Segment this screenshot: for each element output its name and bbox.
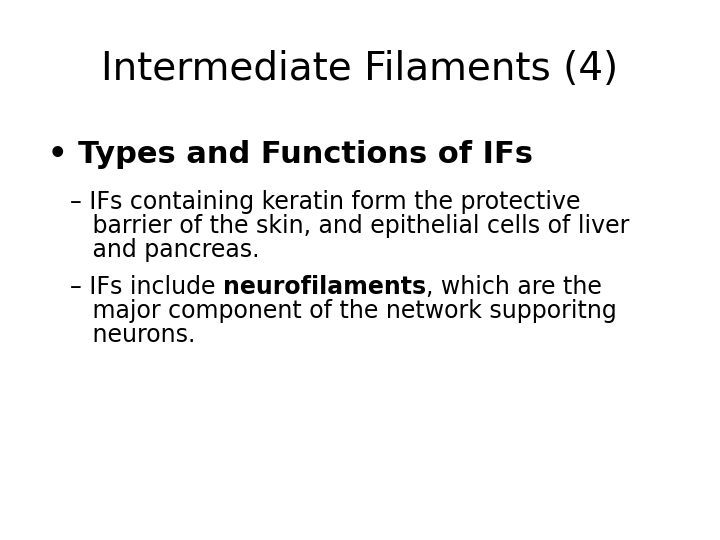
Text: , which are the: , which are the [426, 275, 602, 299]
Text: major component of the network supporitng: major component of the network supporitn… [70, 299, 617, 323]
Text: and pancreas.: and pancreas. [70, 238, 259, 262]
Text: – IFs include: – IFs include [70, 275, 223, 299]
Text: – IFs containing keratin form the protective: – IFs containing keratin form the protec… [70, 190, 580, 214]
Text: neurons.: neurons. [70, 323, 195, 347]
Text: Intermediate Filaments (4): Intermediate Filaments (4) [102, 50, 618, 88]
Text: neurofilaments: neurofilaments [223, 275, 426, 299]
Text: • Types and Functions of IFs: • Types and Functions of IFs [48, 140, 533, 169]
Text: barrier of the skin, and epithelial cells of liver: barrier of the skin, and epithelial cell… [70, 214, 629, 238]
